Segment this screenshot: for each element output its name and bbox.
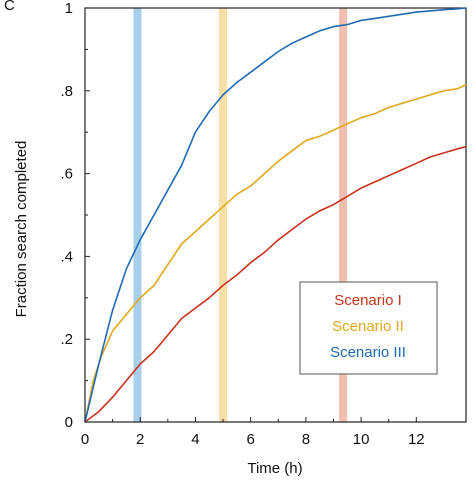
vertical-band-3 — [339, 8, 348, 422]
y-tick-label: .2 — [60, 331, 73, 348]
vertical-band-1 — [133, 8, 142, 422]
series-lines — [84, 7, 467, 423]
series-line-3 — [84, 7, 467, 423]
x-tick-label: 8 — [302, 431, 310, 448]
y-tick-label: .8 — [60, 83, 73, 100]
y-tick-label: .4 — [60, 248, 73, 265]
y-tick-label: 0 — [65, 414, 73, 431]
series-line-2 — [84, 83, 467, 423]
series-line-1 — [84, 145, 467, 423]
legend-entry-3: Scenario III — [330, 344, 406, 361]
legend: Scenario I Scenario II Scenario III — [299, 281, 438, 375]
legend-entry-1: Scenario I — [334, 292, 402, 309]
legend-box — [299, 281, 438, 375]
legend-entry-2: Scenario II — [332, 318, 404, 335]
x-tick-label: 0 — [81, 431, 89, 448]
y-tick-label: .6 — [60, 166, 73, 183]
x-tick-label: 12 — [408, 431, 425, 448]
vertical-bands — [133, 8, 348, 422]
y-axis-ticks: 0 .2 .4 .6 .8 1 — [60, 0, 90, 431]
x-tick-label: 2 — [136, 431, 144, 448]
x-axis-title: Time (h) — [247, 460, 302, 477]
x-axis-ticks: 0 2 4 6 8 10 12 — [81, 417, 425, 448]
panel-label: C — [4, 0, 15, 14]
x-tick-label: 6 — [246, 431, 254, 448]
x-tick-label: 10 — [353, 431, 370, 448]
y-axis-title: Fraction search completed — [13, 141, 30, 318]
vertical-band-2 — [219, 8, 228, 422]
y-tick-label: 1 — [65, 0, 73, 17]
x-tick-label: 4 — [191, 431, 199, 448]
